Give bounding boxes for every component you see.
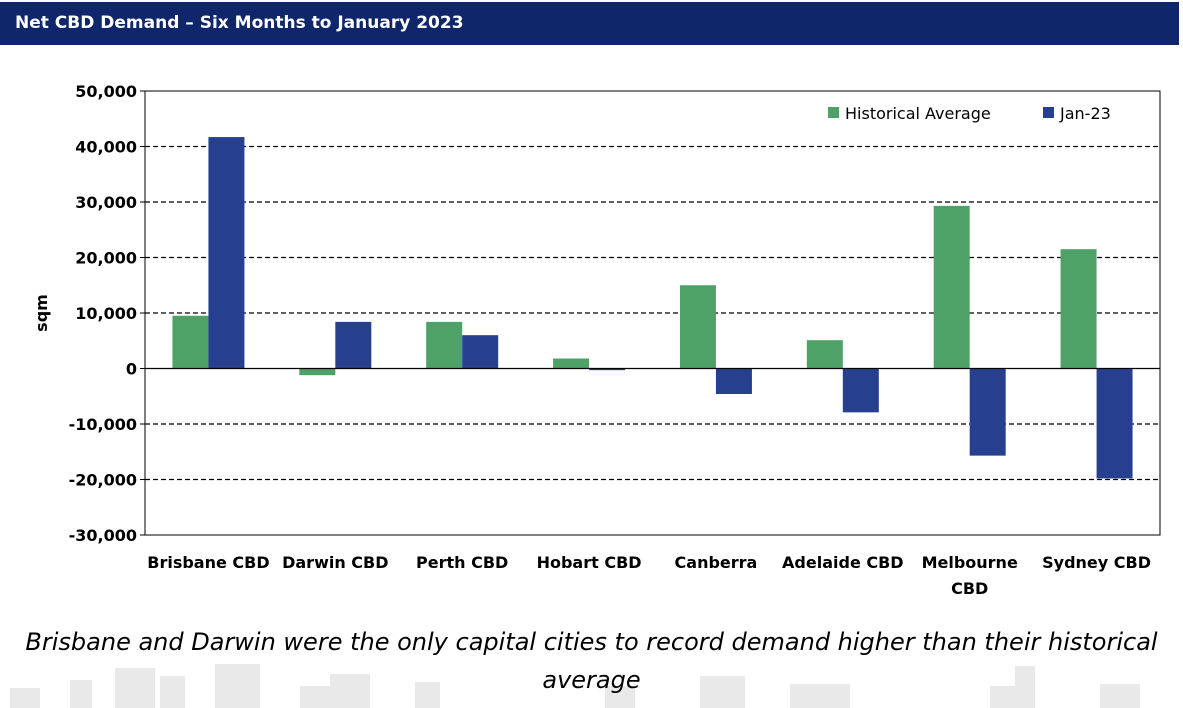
x-tick-label: Adelaide CBD	[782, 553, 904, 572]
bar-historical-average	[299, 368, 336, 376]
y-tick-label: -30,000	[69, 526, 137, 545]
bar-jan-23	[589, 368, 626, 371]
chart-caption: Brisbane and Darwin were the only capita…	[25, 628, 1158, 694]
bar-historical-average	[806, 340, 843, 369]
x-tick-label: Melbourne	[922, 553, 1018, 572]
bar-historical-average	[172, 315, 209, 369]
bar-historical-average	[1060, 249, 1097, 369]
legend-label: Historical Average	[845, 104, 991, 123]
bar-historical-average	[933, 205, 970, 369]
bar-jan-23	[1096, 368, 1133, 479]
page-title: Net CBD Demand – Six Months to January 2…	[0, 2, 1179, 45]
x-tick-label: Perth CBD	[416, 553, 508, 572]
x-tick-label: Brisbane CBD	[147, 553, 269, 572]
bar-jan-23	[715, 368, 752, 395]
y-tick-label: 50,000	[75, 82, 137, 101]
y-tick-label: -20,000	[69, 471, 137, 490]
x-tick-label: Darwin CBD	[282, 553, 388, 572]
y-tick-label: 0	[126, 360, 137, 379]
bar-jan-23	[969, 368, 1006, 456]
y-tick-label: 20,000	[75, 249, 137, 268]
bar-historical-average	[426, 321, 463, 369]
bar-jan-23	[335, 321, 372, 369]
x-tick-label: Sydney CBD	[1042, 553, 1151, 572]
x-tick-label: Canberra	[675, 553, 758, 572]
y-tick-label: 10,000	[75, 304, 137, 323]
bar-historical-average	[679, 285, 716, 369]
city-skyline-decoration	[10, 664, 1140, 708]
bar-historical-average	[553, 358, 590, 369]
y-tick-label: -10,000	[69, 415, 137, 434]
y-tick-label: 40,000	[75, 138, 137, 157]
bar-jan-23	[208, 137, 245, 369]
y-tick-label: 30,000	[75, 193, 137, 212]
net-demand-bar-chart: 50,000 40,000 30,000 20,000 10,000 0 -10,000 -2…	[32, 82, 1161, 598]
legend-label: Jan-23	[1059, 104, 1111, 123]
bar-jan-23	[462, 335, 499, 369]
y-axis-label: sqm	[32, 294, 51, 332]
legend-swatch	[828, 107, 839, 118]
legend-swatch	[1043, 107, 1054, 118]
x-tick-label: Hobart CBD	[537, 553, 642, 572]
bar-jan-23	[842, 368, 879, 413]
x-tick-label: CBD	[951, 579, 988, 598]
